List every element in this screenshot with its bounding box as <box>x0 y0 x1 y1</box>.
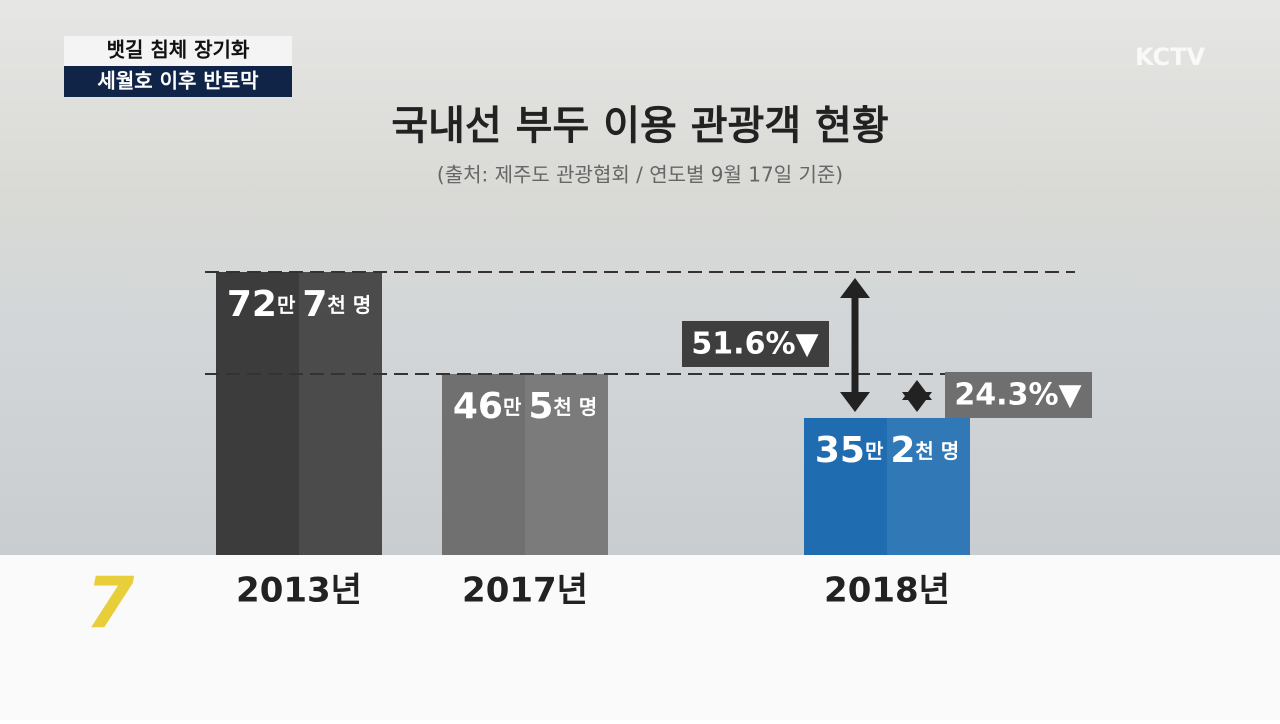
headline-box <box>64 66 292 97</box>
arrow-head <box>840 391 870 412</box>
bar-shade <box>299 272 382 555</box>
bar <box>804 417 970 555</box>
chart-title: 국내선 부두 이용 관광객 현황 <box>391 103 888 149</box>
headline-box <box>64 36 292 66</box>
headline: 뱃길 침체 장기화 <box>107 38 250 62</box>
bar <box>216 272 382 555</box>
bar-shade <box>887 417 970 555</box>
annotation: 51.6%▼ <box>691 326 818 361</box>
chart-subtitle: (출처: 제주도 관광협회 / 연도별 9월 17일 기준) <box>437 163 843 187</box>
bar <box>442 373 608 555</box>
value-label: 46만 5천 명 <box>453 386 597 427</box>
x-tick-label: 2018년 <box>824 571 950 611</box>
bottom-band <box>0 555 1280 720</box>
headline: 세월호 이후 반토막 <box>97 69 259 93</box>
value-label: 35만 2천 명 <box>815 430 959 471</box>
value-label: 72만 7천 명 <box>227 284 371 325</box>
bar-shade <box>525 373 608 555</box>
x-tick-label: 2017년 <box>462 571 588 611</box>
arrow-head <box>840 278 870 298</box>
annotation-box <box>682 320 829 367</box>
annotation: 24.3%▼ <box>954 377 1081 412</box>
arrow-head <box>902 391 932 412</box>
annotation-box <box>945 371 1092 418</box>
channel-logo: 7 <box>86 562 135 644</box>
logo: KCTV <box>1135 43 1206 71</box>
x-tick-label: 2013년 <box>236 571 362 611</box>
